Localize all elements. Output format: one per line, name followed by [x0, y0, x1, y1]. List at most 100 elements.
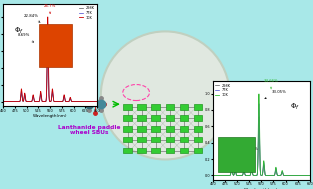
- Text: 22.84%: 22.84%: [24, 14, 40, 22]
- Text: Lanthanide paddle
wheel SBUs: Lanthanide paddle wheel SBUs: [58, 125, 120, 135]
- 77K: [270, 174, 274, 177]
- Legend: 298K, 77K, 10K: 298K, 77K, 10K: [215, 83, 231, 98]
- 298K: [217, 174, 221, 177]
- 77K: [73, 100, 76, 103]
- 77K: [95, 101, 99, 103]
- FancyBboxPatch shape: [194, 105, 203, 110]
- 10K: [211, 174, 215, 177]
- Text: 26.7%: 26.7%: [44, 4, 56, 14]
- 298K: [295, 174, 298, 177]
- 10K: [285, 174, 289, 177]
- FancyBboxPatch shape: [180, 115, 188, 121]
- Text: $\Phi_f$: $\Phi_f$: [14, 25, 24, 36]
- 298K: [267, 174, 271, 177]
- 10K: [1, 101, 5, 103]
- 298K: [303, 174, 306, 177]
- FancyBboxPatch shape: [166, 126, 174, 132]
- FancyBboxPatch shape: [180, 126, 188, 132]
- FancyBboxPatch shape: [166, 105, 174, 110]
- FancyBboxPatch shape: [166, 115, 174, 121]
- Ellipse shape: [101, 31, 230, 160]
- FancyBboxPatch shape: [137, 126, 146, 132]
- 10K: [82, 101, 86, 103]
- Line: 77K: 77K: [213, 104, 310, 175]
- FancyBboxPatch shape: [137, 115, 146, 121]
- FancyBboxPatch shape: [180, 105, 188, 110]
- FancyBboxPatch shape: [194, 126, 203, 132]
- 298K: [58, 100, 62, 103]
- 298K: [73, 100, 76, 103]
- 77K: [308, 174, 312, 177]
- 298K: [82, 101, 86, 103]
- FancyBboxPatch shape: [123, 137, 132, 143]
- 10K: [90, 101, 94, 103]
- Line: 10K: 10K: [213, 94, 310, 175]
- 77K: [61, 100, 65, 102]
- 77K: [295, 174, 298, 177]
- 298K: [7, 101, 11, 103]
- Line: 10K: 10K: [3, 17, 97, 102]
- 298K: [61, 100, 65, 102]
- Bar: [39, 24, 72, 67]
- 10K: [257, 93, 261, 95]
- 10K: [273, 173, 277, 175]
- Legend: 298K, 77K, 10K: 298K, 77K, 10K: [79, 5, 95, 20]
- 77K: [257, 103, 261, 105]
- FancyBboxPatch shape: [137, 148, 146, 153]
- 10K: [46, 16, 50, 18]
- 10K: [217, 174, 221, 177]
- Text: 8.69%: 8.69%: [18, 33, 33, 42]
- 10K: [58, 100, 62, 103]
- FancyBboxPatch shape: [123, 105, 132, 110]
- FancyBboxPatch shape: [194, 148, 203, 153]
- 10K: [295, 174, 298, 177]
- 298K: [273, 174, 277, 176]
- 77K: [90, 101, 94, 103]
- 298K: [211, 174, 215, 177]
- 77K: [285, 174, 289, 177]
- 298K: [46, 45, 50, 48]
- 298K: [90, 101, 94, 103]
- 10K: [267, 174, 271, 177]
- 10K: [7, 101, 11, 103]
- 10K: [73, 100, 76, 103]
- Text: 33.05%: 33.05%: [265, 90, 286, 99]
- FancyBboxPatch shape: [194, 115, 203, 121]
- 298K: [1, 101, 5, 103]
- 298K: [270, 174, 274, 177]
- 77K: [56, 101, 60, 103]
- FancyBboxPatch shape: [123, 148, 132, 153]
- FancyBboxPatch shape: [123, 126, 132, 132]
- FancyBboxPatch shape: [151, 105, 160, 110]
- Text: 27.36%: 27.36%: [239, 143, 259, 151]
- FancyBboxPatch shape: [123, 115, 132, 121]
- 298K: [285, 174, 289, 177]
- 298K: [56, 101, 60, 103]
- 77K: [267, 174, 271, 177]
- X-axis label: Wavelength(nm): Wavelength(nm): [244, 188, 279, 189]
- 77K: [58, 100, 62, 103]
- 10K: [61, 99, 65, 102]
- 77K: [211, 174, 215, 177]
- Text: 34.66%: 34.66%: [264, 79, 279, 89]
- Text: $\Phi_f$: $\Phi_f$: [290, 102, 300, 112]
- 77K: [46, 29, 50, 31]
- 77K: [217, 174, 221, 177]
- 298K: [308, 174, 312, 177]
- FancyBboxPatch shape: [151, 148, 160, 153]
- Line: 298K: 298K: [213, 117, 310, 175]
- FancyBboxPatch shape: [151, 126, 160, 132]
- FancyBboxPatch shape: [180, 148, 188, 153]
- X-axis label: Wavelength(nm): Wavelength(nm): [33, 114, 67, 118]
- 77K: [1, 101, 5, 103]
- FancyBboxPatch shape: [180, 137, 188, 143]
- Line: 298K: 298K: [3, 46, 97, 102]
- 10K: [308, 174, 312, 177]
- FancyBboxPatch shape: [194, 137, 203, 143]
- 77K: [303, 174, 306, 177]
- 77K: [273, 173, 277, 176]
- 10K: [56, 101, 60, 103]
- FancyBboxPatch shape: [151, 115, 160, 121]
- FancyBboxPatch shape: [166, 137, 174, 143]
- FancyBboxPatch shape: [137, 105, 146, 110]
